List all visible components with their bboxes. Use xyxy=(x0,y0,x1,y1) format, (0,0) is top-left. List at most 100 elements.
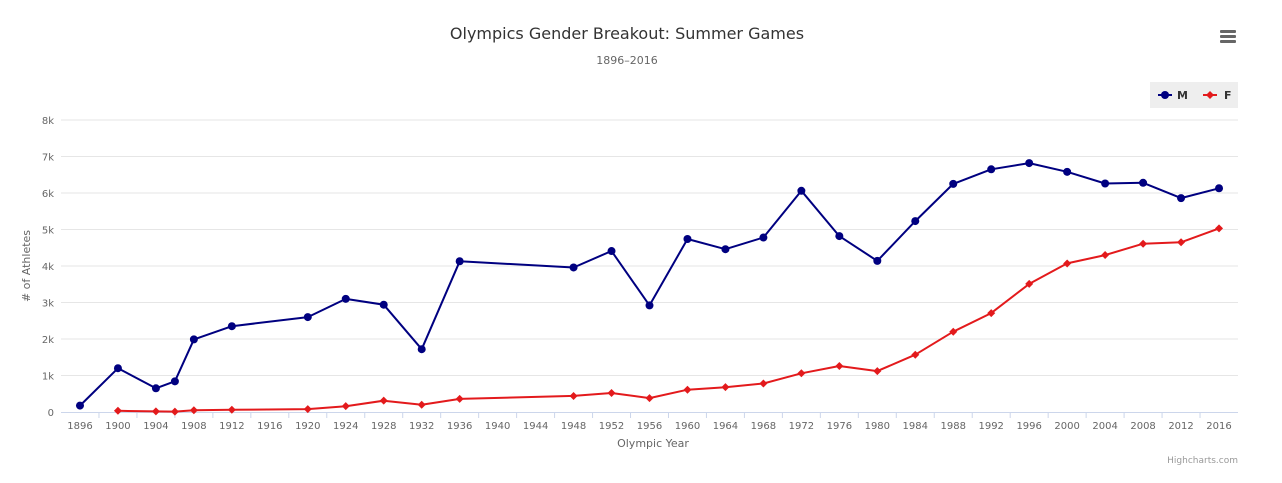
data-point-f xyxy=(911,350,920,359)
data-point-f xyxy=(873,367,882,376)
x-tick-label: 1960 xyxy=(675,421,700,432)
chart-title: Olympics Gender Breakout: Summer Games xyxy=(450,24,804,43)
y-tick-label: 7k xyxy=(42,153,54,164)
data-point-f xyxy=(417,400,426,409)
data-point-f xyxy=(379,396,388,405)
legend-item-m[interactable]: M xyxy=(1158,89,1188,102)
data-point-m xyxy=(227,322,236,331)
data-point-f xyxy=(987,309,996,318)
data-point-f xyxy=(1025,279,1034,288)
menu-button[interactable] xyxy=(1214,24,1242,48)
x-tick-label: 1912 xyxy=(219,421,244,432)
data-point-m xyxy=(379,300,388,309)
data-point-f xyxy=(759,379,768,388)
x-tick-label: 1924 xyxy=(333,421,358,432)
x-tick-label: 1980 xyxy=(865,421,890,432)
data-point-m xyxy=(607,247,616,256)
data-point-m xyxy=(303,313,312,322)
data-point-m xyxy=(759,233,768,242)
data-point-f xyxy=(569,391,578,400)
data-point-f xyxy=(341,402,350,411)
legend-marker-f xyxy=(1206,91,1214,99)
x-tick-label: 2012 xyxy=(1168,421,1193,432)
data-point-f xyxy=(170,407,179,416)
data-point-m xyxy=(1139,178,1148,187)
data-point-f xyxy=(721,383,730,392)
x-tick-label: 2004 xyxy=(1092,421,1117,432)
data-point-m xyxy=(721,245,730,254)
data-point-m xyxy=(417,345,426,354)
x-axis: 1896 1900 1904 1908 1912 1916 1920 1924 1928 1932… xyxy=(61,412,1238,432)
x-tick-label: 1964 xyxy=(713,421,738,432)
x-tick-label: 1972 xyxy=(789,421,814,432)
data-point-f xyxy=(683,385,692,394)
data-point-f xyxy=(1101,251,1110,260)
data-point-m xyxy=(341,294,350,303)
chart-subtitle: 1896–2016 xyxy=(596,54,658,67)
data-point-m xyxy=(949,179,958,188)
data-point-f xyxy=(151,407,160,416)
data-point-f xyxy=(1177,238,1186,247)
data-point-m xyxy=(911,217,920,226)
data-point-f xyxy=(645,394,654,403)
data-point-f xyxy=(303,405,312,414)
data-point-m xyxy=(170,377,179,386)
legend-marker-m xyxy=(1161,91,1169,99)
data-point-m xyxy=(835,232,844,241)
x-tick-label: 1968 xyxy=(751,421,776,432)
x-tick-label: 1900 xyxy=(105,421,130,432)
y-tick-label: 3k xyxy=(42,299,54,310)
data-point-m xyxy=(683,234,692,243)
series-line-f xyxy=(117,227,1220,413)
data-point-f xyxy=(835,362,844,371)
data-point-f xyxy=(949,327,958,336)
legend-label-m: M xyxy=(1177,89,1188,102)
credits-link[interactable]: Highcharts.com xyxy=(1167,456,1238,466)
gridlines xyxy=(61,119,1238,376)
y-tick-label: 2k xyxy=(42,335,54,346)
x-tick-label: 1956 xyxy=(637,421,662,432)
y-tick-label: 8k xyxy=(42,116,54,127)
data-point-f xyxy=(1063,259,1072,268)
legend-label-f: F xyxy=(1224,89,1232,102)
hamburger-menu-icon xyxy=(1220,30,1236,43)
data-point-f xyxy=(227,405,236,414)
y-axis: 0 1k 2k 3k 4k 5k 6k 7k 8k xyxy=(42,116,54,419)
data-point-m xyxy=(797,186,806,195)
data-point-m xyxy=(1215,184,1224,193)
x-tick-label: 1928 xyxy=(371,421,396,432)
data-point-m xyxy=(1063,167,1072,176)
data-point-f xyxy=(607,389,616,398)
y-tick-label: 6k xyxy=(42,189,54,200)
x-tick-label: 1920 xyxy=(295,421,320,432)
x-tick-label: 1944 xyxy=(523,421,548,432)
legend: M F xyxy=(1150,82,1238,108)
series xyxy=(75,159,1224,416)
y-tick-label: 4k xyxy=(42,262,54,273)
data-point-m xyxy=(873,256,882,265)
legend-item-f[interactable]: F xyxy=(1203,89,1232,102)
x-tick-label: 1908 xyxy=(181,421,206,432)
x-tick-label: 1984 xyxy=(903,421,928,432)
x-tick-label: 1940 xyxy=(485,421,510,432)
y-tick-label: 5k xyxy=(42,226,54,237)
y-tick-label: 1k xyxy=(42,372,54,383)
data-point-m xyxy=(151,384,160,393)
x-tick-label: 1916 xyxy=(257,421,282,432)
x-tick-label: 1896 xyxy=(67,421,92,432)
data-point-f xyxy=(113,406,122,415)
x-tick-label: 1948 xyxy=(561,421,586,432)
x-tick-label: 2000 xyxy=(1054,421,1079,432)
series-line-m xyxy=(79,162,1220,407)
x-tick-label: 2008 xyxy=(1130,421,1155,432)
data-point-f xyxy=(189,406,198,415)
data-point-f xyxy=(1139,239,1148,248)
data-point-m xyxy=(1177,194,1186,203)
x-tick-label: 1932 xyxy=(409,421,434,432)
data-point-m xyxy=(75,401,84,410)
y-tick-label: 0 xyxy=(48,408,54,419)
y-axis-title: # of Athletes xyxy=(20,230,33,302)
x-tick-label: 1952 xyxy=(599,421,624,432)
data-point-f xyxy=(455,394,464,403)
